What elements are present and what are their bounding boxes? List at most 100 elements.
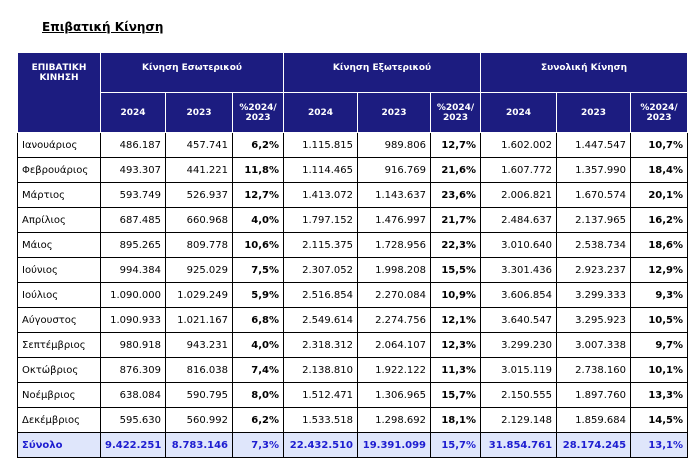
data-cell: 3.295.923 [556, 307, 632, 333]
data-cell: 441.221 [165, 157, 233, 183]
data-cell: 2.318.312 [283, 332, 359, 358]
data-cell: 2.923.237 [556, 257, 632, 283]
month-label: Δεκέμβριος [17, 407, 101, 433]
data-row: Ιούλιος 1.090.000 1.029.249 5,9% 2.516.854 2.… [17, 282, 689, 308]
data-cell: 7,5% [231, 257, 285, 283]
month-label: Μάρτιος [17, 182, 101, 208]
data-cell: 457.741 [165, 132, 233, 158]
data-cell: 1.998.208 [357, 257, 432, 283]
data-cell: 1.728.956 [357, 232, 432, 258]
data-row: Αύγουστος 1.090.933 1.021.167 6,8% 2.549.614… [17, 307, 689, 333]
data-row: Ιούνιος 994.384 925.029 7,5% 2.307.052 1.998.… [17, 257, 689, 283]
data-cell: 1.447.547 [556, 132, 632, 158]
total-cell: 7,3% [231, 432, 285, 458]
data-cell: 3.299.333 [556, 282, 632, 308]
data-cell: 18,4% [630, 157, 689, 183]
data-cell: 9,3% [630, 282, 689, 308]
data-cell: 1.143.637 [357, 182, 432, 208]
data-cell: 2.137.965 [556, 207, 632, 233]
data-cell: 12,7% [231, 182, 285, 208]
data-cell: 526.937 [165, 182, 233, 208]
data-cell: 2.270.084 [357, 282, 432, 308]
data-cell: 2.129.148 [480, 407, 558, 433]
month-label: Αύγουστος [17, 307, 101, 333]
data-cell: 3.606.854 [480, 282, 558, 308]
data-cell: 21,6% [430, 157, 482, 183]
data-cell: 3.010.640 [480, 232, 558, 258]
data-cell: 3.640.547 [480, 307, 558, 333]
data-cell: 1.897.760 [556, 382, 632, 408]
data-cell: 1.797.152 [283, 207, 359, 233]
data-cell: 13,3% [630, 382, 689, 408]
column-header: 2023 [556, 92, 632, 133]
column-header: 2023 [357, 92, 432, 133]
data-cell: 2.516.854 [283, 282, 359, 308]
data-cell: 989.806 [357, 132, 432, 158]
data-cell: 8,0% [231, 382, 285, 408]
data-cell: 994.384 [100, 257, 166, 283]
data-cell: 22,3% [430, 232, 482, 258]
data-cell: 1.298.692 [357, 407, 432, 433]
data-cell: 6,2% [231, 407, 285, 433]
data-cell: 1.533.518 [283, 407, 359, 433]
data-cell: 10,6% [231, 232, 285, 258]
column-header: 2024 [283, 92, 359, 133]
month-label: Οκτώβριος [17, 357, 101, 383]
data-cell: 15,5% [430, 257, 482, 283]
data-cell: 2.006.821 [480, 182, 558, 208]
total-cell: 9.422.251 [100, 432, 166, 458]
data-cell: 3.301.436 [480, 257, 558, 283]
data-cell: 2.138.810 [283, 357, 359, 383]
data-cell: 9,7% [630, 332, 689, 358]
data-cell: 2.150.555 [480, 382, 558, 408]
data-cell: 10,7% [630, 132, 689, 158]
data-cell: 1.413.072 [283, 182, 359, 208]
data-cell: 6,8% [231, 307, 285, 333]
column-header: %2024/ 2023 [231, 92, 285, 133]
table-body: Ιανουάριος 486.187 457.741 6,2% 1.115.815 989… [17, 132, 689, 458]
data-cell: 16,2% [630, 207, 689, 233]
data-cell: 12,9% [630, 257, 689, 283]
data-cell: 809.778 [165, 232, 233, 258]
data-cell: 816.038 [165, 357, 233, 383]
data-cell: 595.630 [100, 407, 166, 433]
data-cell: 12,7% [430, 132, 482, 158]
data-cell: 5,9% [231, 282, 285, 308]
data-row: Νοέμβριος 638.084 590.795 8,0% 1.512.471 1.30… [17, 382, 689, 408]
group-header: Κίνηση Εξωτερικού [283, 52, 482, 93]
data-cell: 1.114.465 [283, 157, 359, 183]
data-cell: 10,1% [630, 357, 689, 383]
data-cell: 23,6% [430, 182, 482, 208]
data-cell: 486.187 [100, 132, 166, 158]
data-row: Σεπτέμβριος 980.918 943.231 4,0% 2.318.312 2.… [17, 332, 689, 358]
data-row: Μάιος 895.265 809.778 10,6% 2.115.375 1.728.9… [17, 232, 689, 258]
total-cell: 13,1% [630, 432, 689, 458]
data-cell: 895.265 [100, 232, 166, 258]
traffic-table: ΕΠΙΒΑΤΙΚΗ ΚΙΝΗΣΗ Κίνηση Εσωτερικού Κίνηση … [17, 52, 689, 458]
data-cell: 1.607.772 [480, 157, 558, 183]
header-row: 2024 2023 %2024/ 2023 2024 2023 %2024/ 2023 20… [18, 92, 689, 133]
total-cell: 15,7% [430, 432, 482, 458]
data-cell: 3.015.119 [480, 357, 558, 383]
data-cell: 593.749 [100, 182, 166, 208]
data-cell: 590.795 [165, 382, 233, 408]
data-cell: 1.306.965 [357, 382, 432, 408]
data-cell: 925.029 [165, 257, 233, 283]
data-cell: 2.115.375 [283, 232, 359, 258]
data-cell: 980.918 [100, 332, 166, 358]
data-cell: 1.357.990 [556, 157, 632, 183]
data-cell: 1.090.000 [100, 282, 166, 308]
data-cell: 12,3% [430, 332, 482, 358]
data-cell: 10,5% [630, 307, 689, 333]
month-label: Μάιος [17, 232, 101, 258]
data-cell: 660.968 [165, 207, 233, 233]
data-cell: 560.992 [165, 407, 233, 433]
month-label: Σεπτέμβριος [17, 332, 101, 358]
data-cell: 493.307 [100, 157, 166, 183]
data-cell: 11,3% [430, 357, 482, 383]
data-cell: 2.064.107 [357, 332, 432, 358]
total-row: Σύνολο 9.422.251 8.783.146 7,3% 22.432.510 19… [17, 432, 689, 458]
data-cell: 15,7% [430, 382, 482, 408]
column-header: 2023 [165, 92, 233, 133]
month-label: Απρίλιος [17, 207, 101, 233]
